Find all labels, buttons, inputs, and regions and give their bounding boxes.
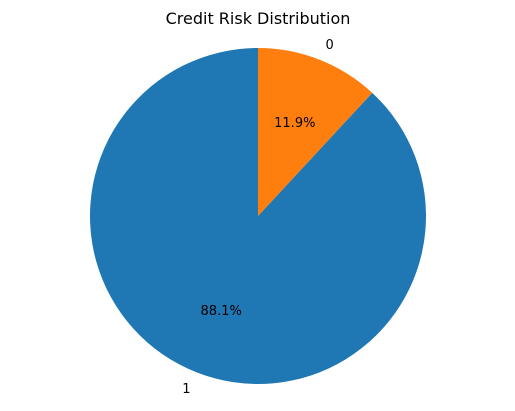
pie-labels: 88.1% 1 11.9% 0	[182, 38, 334, 397]
pie-slices	[89, 48, 426, 384]
chart-title: Credit Risk Distribution	[166, 9, 351, 28]
pct-label-1: 88.1%	[201, 304, 242, 319]
slice-label-0: 0	[325, 38, 333, 53]
pct-label-0: 11.9%	[274, 116, 315, 131]
pie-slice-0	[258, 48, 373, 216]
slice-label-1: 1	[182, 382, 190, 397]
